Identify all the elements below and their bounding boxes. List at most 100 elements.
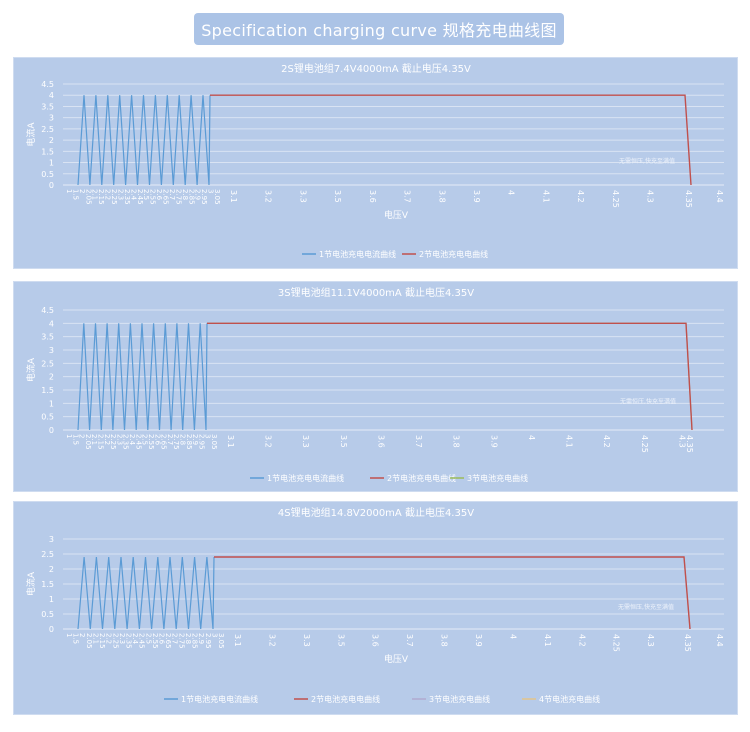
x-tick-label: 2.2	[104, 189, 112, 200]
legend-label: 1节电池充电电流曲线	[267, 473, 344, 483]
series-line-4	[214, 556, 691, 630]
x-axis-label: 电压V	[384, 209, 409, 221]
y-tick-label: 0	[49, 181, 54, 190]
x-tick-label: 1	[65, 434, 73, 438]
y-tick-label: 3	[49, 535, 54, 544]
y-tick-label: 1.5	[41, 386, 54, 395]
x-tick-label: 2.5	[144, 633, 152, 644]
y-tick-label: 2.5	[41, 125, 54, 134]
y-tick-label: 2.5	[41, 359, 54, 368]
x-tick-label: 3.6	[376, 435, 385, 448]
y-tick-label: 4	[49, 319, 54, 328]
x-tick-label: 3.7	[403, 190, 412, 203]
x-tick-label: 2.1	[91, 189, 99, 200]
legend-label: 2节电池充电电曲线	[311, 694, 380, 704]
chart-panel-2s: 2S锂电池组7.4V4000mA 截止电压4.35V 0 0.5 1 1.5 2 2.5 3 3…	[13, 57, 738, 269]
x-tick-label: 2.6	[158, 633, 166, 645]
x-tick-label: 2.85	[191, 633, 199, 649]
y-tick-label: 4.5	[41, 306, 54, 315]
x-tick-label: 4.2	[576, 190, 585, 203]
x-tick-label: 4.4	[715, 634, 724, 647]
x-tick-label: 4.1	[565, 435, 574, 448]
y-tick-label: 0.5	[41, 413, 54, 422]
x-tick-label: 4.3	[646, 190, 655, 203]
y-axis-label: 电流A	[25, 122, 37, 147]
x-tick-label: 2.85	[187, 189, 195, 205]
y-tick-label: 1.5	[41, 580, 54, 589]
x-tick-label: 1.5	[71, 434, 79, 445]
x-tick-label: 4.25	[612, 634, 621, 652]
x-tick-label: 4.25	[640, 435, 649, 453]
x-tick-label: 2.55	[147, 434, 155, 450]
x-tick-label: 3	[207, 189, 215, 193]
x-tick-label: 3.9	[472, 190, 481, 203]
x-tick-label: 3.8	[452, 435, 461, 448]
x-tick-label: 2.65	[162, 189, 170, 205]
x-tick-label: 4	[508, 634, 517, 639]
x-tick-label: 3.7	[405, 634, 414, 647]
chart-title: 4S锂电池组14.8V2000mA 截止电压4.35V	[278, 506, 474, 519]
x-tick-label: 4.25	[611, 190, 620, 208]
legend-label: 3节电池充电曲线	[467, 473, 528, 483]
x-tick-label: 3.5	[333, 190, 342, 203]
x-tick-label: 4.4	[715, 190, 724, 203]
series-line-1	[77, 556, 215, 630]
chart-title: 2S锂电池组7.4V4000mA 截止电压4.35V	[281, 62, 471, 75]
series-line-2	[214, 556, 691, 630]
x-tick-label: 3.1	[229, 190, 238, 203]
page-title: Specification charging curve 规格充电曲线图	[194, 13, 564, 45]
y-tick-label: 3	[49, 114, 54, 123]
x-tick-label: 2.8	[181, 189, 189, 200]
x-tick-label: 3.05	[213, 189, 221, 205]
x-tick-label: 3.8	[437, 190, 446, 203]
x-tick-label: 2.25	[109, 434, 117, 450]
x-tick-label: 2.65	[164, 633, 172, 649]
series-line-3	[214, 556, 691, 630]
x-tick-label: 3.3	[301, 435, 310, 448]
y-tick-label: 3	[49, 346, 54, 355]
x-tick-label: 2.9	[194, 189, 202, 200]
x-tick-label: 2.55	[149, 189, 157, 205]
legend-label: 2节电池充电电曲线	[419, 249, 488, 259]
x-tick-label: 2.05	[84, 434, 92, 450]
x-tick-label: 4	[507, 190, 516, 195]
legend-label: 2节电池充电电曲线	[387, 473, 456, 483]
x-tick-label: 2.6	[155, 189, 163, 201]
legend-label: 4节电池充电曲线	[539, 694, 600, 704]
x-tick-label: 2.35	[124, 633, 132, 649]
x-tick-label: 3.2	[264, 435, 273, 448]
x-tick-label: 2.45	[134, 434, 142, 450]
x-tick-label: 2.6	[153, 434, 161, 446]
y-tick-label: 0	[49, 625, 54, 634]
chart-3s: 3S锂电池组11.1V4000mA 截止电压4.35V00.511.522.53…	[25, 286, 724, 483]
x-tick-label: 4.2	[602, 435, 611, 448]
x-tick-label: 4.35	[685, 435, 694, 453]
series-line-1	[77, 323, 208, 431]
x-tick-label: 2.3	[116, 189, 124, 200]
series-line-2	[207, 322, 693, 431]
y-tick-label: 0.5	[41, 170, 54, 179]
x-tick-label: 2.9	[191, 434, 199, 445]
x-tick-label: 2.7	[168, 189, 176, 200]
x-tick-label: 3.1	[233, 634, 242, 647]
series-line-2	[210, 94, 692, 186]
x-tick-label: 3	[204, 434, 212, 438]
chart-panel-4s: 4S锂电池组14.8V2000mA 截止电压4.35V 0 0.5 1 1.5 2 2.5 3…	[13, 501, 738, 715]
x-tick-label: 2.85	[185, 434, 193, 450]
x-tick-label: 2.2	[103, 434, 111, 445]
y-tick-label: 1.5	[41, 147, 54, 156]
legend-label: 1节电池充电电流曲线	[319, 249, 396, 259]
legend-label: 1节电池充电电流曲线	[181, 694, 258, 704]
chart-title: 3S锂电池组11.1V4000mA 截止电压4.35V	[278, 286, 474, 299]
x-tick-label: 3.7	[414, 435, 423, 448]
x-tick-label: 2.05	[84, 189, 92, 205]
x-tick-label: 2.75	[174, 189, 182, 205]
x-tick-label: 2.9	[197, 633, 205, 644]
x-tick-label: 2.15	[97, 434, 105, 450]
x-tick-label: 3.5	[339, 435, 348, 448]
series-line-1	[77, 95, 211, 186]
x-tick-label: 3.3	[298, 190, 307, 203]
x-tick-label: 2.05	[85, 633, 93, 649]
y-tick-label: 2.5	[41, 550, 54, 559]
x-tick-label: 2.3	[118, 633, 126, 644]
